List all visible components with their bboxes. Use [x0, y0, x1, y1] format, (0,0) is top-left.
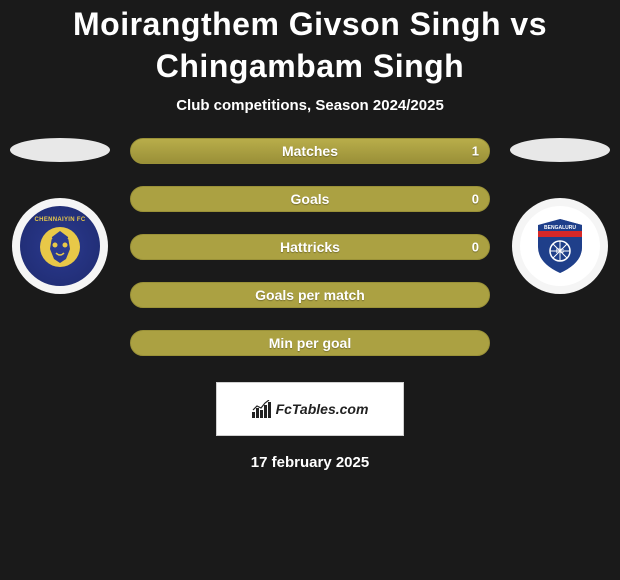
- right-player-ellipse: [510, 138, 610, 162]
- date-text: 17 february 2025: [0, 454, 620, 471]
- chart-icon: [252, 400, 272, 418]
- page-title: Moirangthem Givson Singh vs Chingambam S…: [0, 4, 620, 97]
- bar-row: Goals 0: [130, 186, 490, 212]
- bar-value-right: 1: [472, 144, 479, 159]
- crest-text-right: BENGALURU: [544, 225, 576, 231]
- left-player-ellipse: [10, 138, 110, 162]
- crest-text-left: CHENNAIYIN FC: [35, 217, 86, 223]
- bar-matches: Matches 1: [130, 138, 490, 164]
- right-team-badge: BENGALURU FC: [512, 198, 608, 294]
- bengaluru-crest: BENGALURU FC: [520, 206, 600, 286]
- shield-icon: BENGALURU FC: [534, 217, 586, 275]
- chennaiyin-crest: CHENNAIYIN FC: [20, 206, 100, 286]
- bar-label: Goals per match: [255, 287, 365, 303]
- bar-row: Goals per match: [130, 282, 490, 308]
- bar-value-right: 0: [472, 192, 479, 207]
- bar-hattricks: Hattricks 0: [130, 234, 490, 260]
- bar-row: Min per goal: [130, 330, 490, 356]
- source-logo: FcTables.com: [216, 382, 404, 436]
- bar-label: Min per goal: [269, 335, 351, 351]
- bar-goals: Goals 0: [130, 186, 490, 212]
- logo-text: FcTables.com: [276, 401, 369, 417]
- bar-row: Matches 1: [130, 138, 490, 164]
- left-team-badge: CHENNAIYIN FC: [12, 198, 108, 294]
- lion-face-icon: [38, 225, 82, 269]
- bar-goals-per-match: Goals per match: [130, 282, 490, 308]
- bar-value-right: 0: [472, 240, 479, 255]
- bar-label: Goals: [291, 191, 330, 207]
- content-row: CHENNAIYIN FC Matches 1: [0, 138, 620, 378]
- left-side: CHENNAIYIN FC: [8, 138, 112, 294]
- right-side: BENGALURU FC: [508, 138, 612, 294]
- svg-text:FC: FC: [556, 249, 565, 255]
- stat-bars: Matches 1 Goals 0 Hattricks 0 Goals per …: [112, 138, 508, 378]
- bar-label: Matches: [282, 143, 338, 159]
- subtitle: Club competitions, Season 2024/2025: [0, 97, 620, 114]
- comparison-card: Moirangthem Givson Singh vs Chingambam S…: [0, 0, 620, 580]
- bar-row: Hattricks 0: [130, 234, 490, 260]
- bar-label: Hattricks: [280, 239, 340, 255]
- bar-min-per-goal: Min per goal: [130, 330, 490, 356]
